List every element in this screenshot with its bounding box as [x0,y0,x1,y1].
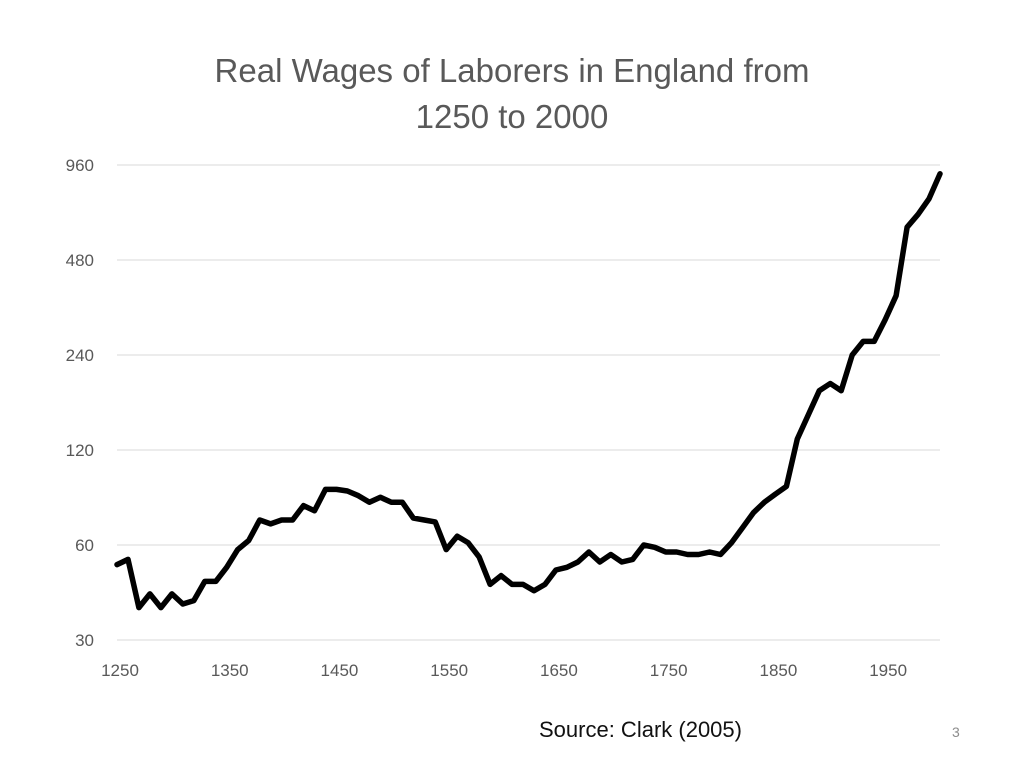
series-layer [114,171,943,611]
x-tick-label: 1350 [211,661,249,680]
y-tick-label: 960 [66,156,94,175]
x-tick-label: 1750 [650,661,688,680]
y-tick-label: 240 [66,346,94,365]
source-note: Source: Clark (2005) [539,717,742,742]
real-wage-series-line [114,171,943,611]
y-tick-label: 480 [66,251,94,270]
x-tick-label: 1250 [101,661,139,680]
y-tick-label: 120 [66,441,94,460]
y-axis-tick-labels: 30 60 120 240 480 960 [66,156,94,650]
chart-title: Real Wages of Laborers in England from 1… [214,52,810,135]
x-tick-label: 1950 [869,661,907,680]
x-tick-label: 1850 [759,661,797,680]
gridlines [117,164,940,641]
x-tick-label: 1450 [321,661,359,680]
y-tick-label: 60 [75,536,94,555]
x-tick-label: 1650 [540,661,578,680]
y-tick-label: 30 [75,631,94,650]
x-axis-tick-labels: 1250 1350 1450 1550 1650 1750 1850 1950 [101,661,907,680]
slide-number: 3 [952,724,960,740]
x-tick-label: 1550 [430,661,468,680]
